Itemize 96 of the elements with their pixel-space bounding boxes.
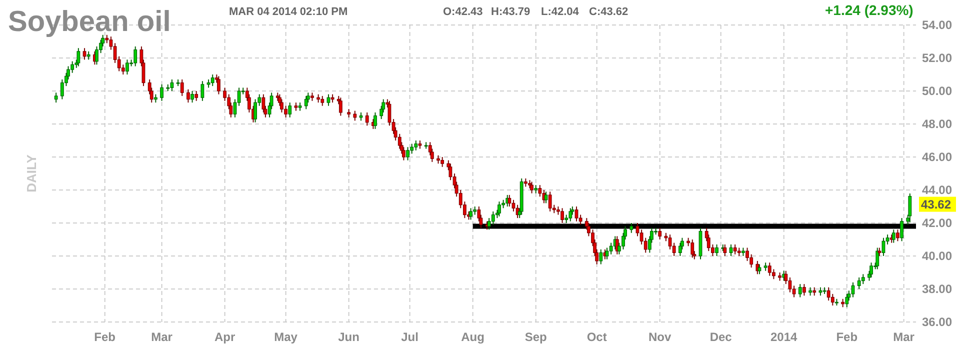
candlestick — [658, 227, 662, 240]
x-tick-label: Aug — [461, 330, 484, 344]
candlestick — [772, 268, 776, 280]
text: C:43.62 — [589, 6, 628, 18]
candlestick — [630, 222, 634, 234]
candlestick — [746, 247, 749, 262]
text: +1.24 (2.93%) — [825, 2, 914, 18]
text: O:42.43 — [443, 6, 483, 18]
candlestick — [414, 140, 418, 151]
candlestick — [678, 242, 682, 256]
candlestick — [76, 48, 80, 67]
x-tick-label: May — [274, 330, 298, 344]
candlestick — [508, 194, 512, 207]
candlestick — [280, 98, 284, 113]
y-tick-label: 36.00 — [922, 315, 952, 330]
candlestick — [210, 74, 214, 87]
text: L:42.04 — [541, 6, 580, 18]
candlestick — [491, 210, 495, 226]
candlestick — [758, 264, 762, 275]
candlestick — [320, 95, 324, 106]
candlestick — [95, 46, 98, 66]
candlestick — [538, 184, 542, 198]
candlestick — [733, 244, 737, 255]
candlestick — [798, 284, 802, 298]
x-tick-label: Feb — [836, 330, 858, 344]
candlestick — [254, 98, 257, 123]
y-tick-label: 40.00 — [922, 249, 952, 264]
candlestick — [126, 59, 129, 75]
candlestick — [284, 105, 288, 118]
candlestick — [406, 146, 410, 161]
candlestick — [374, 112, 377, 130]
candlestick — [353, 110, 357, 122]
x-tick-label: Oct — [586, 330, 607, 344]
candlestick — [826, 286, 830, 302]
candlestick — [715, 244, 718, 256]
text: H:43.79 — [491, 6, 530, 18]
y-tick-label: 50.00 — [922, 84, 952, 98]
candlestick — [870, 262, 873, 278]
x-tick-label: Apr — [214, 330, 236, 344]
candlestick — [605, 247, 609, 260]
candlestick — [440, 156, 444, 168]
candlestick — [851, 282, 855, 298]
candlestick — [599, 248, 603, 265]
candlestick — [170, 78, 174, 92]
candlestick — [668, 234, 672, 250]
y-tick-label: 38.00 — [922, 282, 952, 296]
candlestick — [568, 208, 572, 222]
text: 43.62 — [921, 197, 952, 212]
y-tick-label: 46.00 — [922, 150, 952, 164]
candlestick — [882, 237, 886, 256]
candlestick — [54, 92, 58, 104]
candlestick — [802, 284, 806, 296]
x-tick-label: Jul — [401, 330, 418, 344]
candlestick — [365, 112, 369, 126]
x-tick-label: Jun — [338, 330, 360, 344]
y-tick-label: 52.00 — [922, 51, 952, 66]
x-tick-label: Mar — [893, 330, 915, 344]
x-tick-label: Nov — [648, 330, 672, 344]
candlestick — [574, 206, 578, 222]
candlestick — [861, 274, 865, 285]
candlestick — [896, 229, 900, 242]
chart-title: Soybean oil — [8, 6, 171, 38]
candlestick — [857, 276, 861, 290]
candlestick — [690, 239, 694, 258]
candlestick — [498, 201, 501, 217]
candlestick — [338, 97, 342, 116]
candlestick — [134, 46, 138, 67]
candlestick — [217, 76, 220, 95]
x-tick-label: Mar — [151, 330, 173, 344]
x-tick-label: Feb — [94, 330, 116, 344]
x-tick-label: 2014 — [770, 330, 798, 344]
y-tick-label: 44.00 — [922, 183, 952, 198]
candlestick — [900, 218, 904, 242]
text: MAR 04 2014 02:10 PM — [229, 6, 348, 18]
candlestick — [160, 84, 164, 102]
candlestick — [190, 90, 194, 104]
candlestick — [908, 192, 912, 223]
candlestick — [768, 262, 772, 276]
candlestick — [194, 90, 198, 102]
candlestick — [845, 293, 849, 308]
candlestick — [304, 95, 308, 110]
candlestick — [180, 78, 184, 96]
candlestick — [830, 293, 834, 306]
y-tick-label: 48.00 — [922, 117, 952, 132]
candlestick — [398, 133, 402, 150]
candlestick — [200, 80, 204, 102]
candlestick — [530, 181, 534, 194]
candlestick — [288, 102, 292, 118]
candlestick — [82, 48, 86, 60]
y-tick-label: 54.00 — [922, 18, 952, 32]
x-tick-label: Sep — [524, 330, 547, 344]
candlestick — [560, 208, 564, 224]
x-tick-label: Dec — [710, 330, 732, 344]
candlestick — [548, 191, 552, 212]
candlestick — [186, 88, 190, 104]
y-tick-label: 42.00 — [922, 216, 952, 230]
